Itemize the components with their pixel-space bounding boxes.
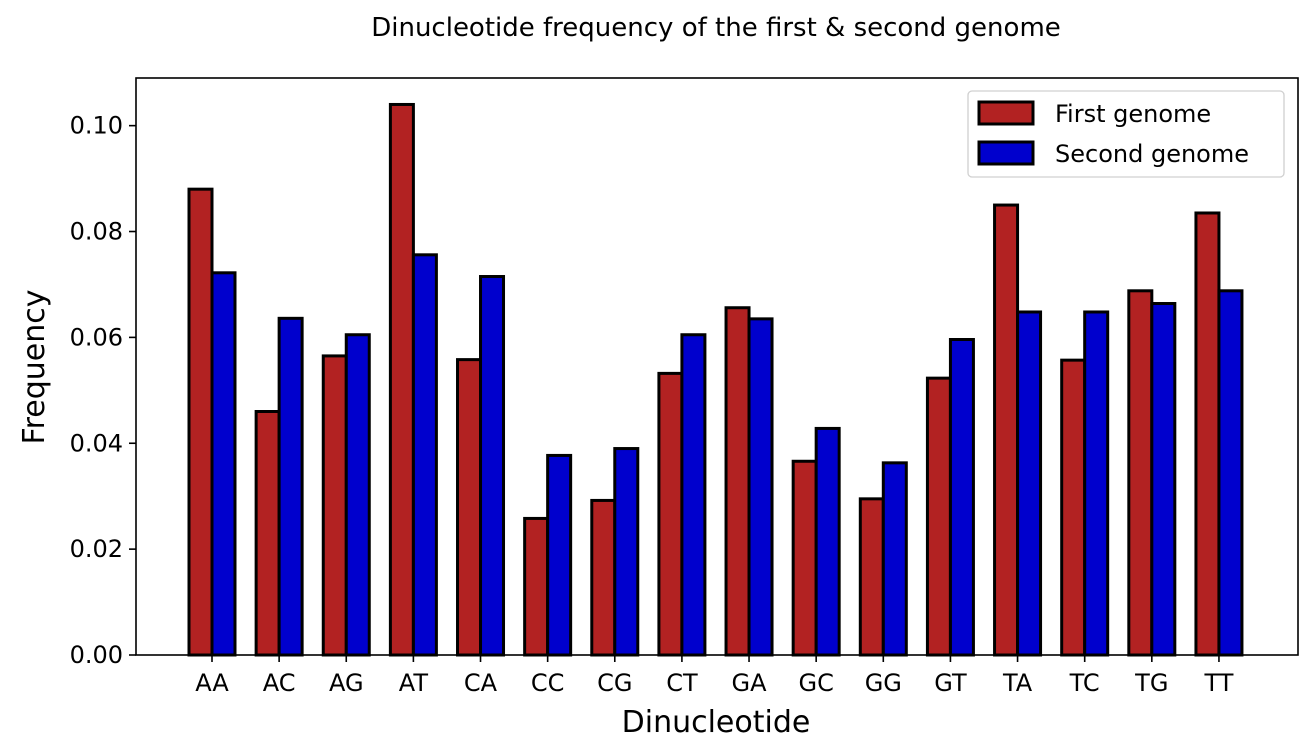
- bar-first-ta: [993, 203, 1020, 657]
- y-tick-label: 0.10: [70, 112, 123, 140]
- bar-second-ct: [680, 333, 707, 657]
- bar-first-ct: [657, 371, 684, 657]
- x-tick-label: AA: [195, 669, 229, 697]
- bar-first-ga: [724, 306, 751, 657]
- x-tick-label: CA: [464, 669, 498, 697]
- x-tick-label: GC: [798, 669, 833, 697]
- bar-second-ta: [1016, 310, 1043, 657]
- y-tick-label: 0.02: [70, 535, 123, 563]
- legend-label-second: Second genome: [1055, 140, 1249, 168]
- bar-second-gg: [881, 461, 908, 657]
- y-tick-label: 0.04: [70, 429, 123, 457]
- bar-first-aa: [187, 187, 214, 657]
- bar-second-tg: [1150, 302, 1177, 657]
- chart-title: Dinucleotide frequency of the first & se…: [371, 13, 1061, 43]
- x-tick-label: GT: [934, 669, 967, 697]
- legend-label-first: First genome: [1055, 100, 1211, 128]
- legend-box: [967, 90, 1285, 178]
- bar-first-gt: [925, 376, 952, 657]
- bar-first-cc: [523, 516, 550, 657]
- x-tick-label: CG: [597, 669, 632, 697]
- bar-second-ga: [747, 317, 774, 657]
- x-tick-label: TA: [1002, 669, 1033, 697]
- bar-first-ca: [456, 358, 483, 657]
- bar-first-gg: [858, 497, 885, 657]
- legend-swatch-second: [977, 140, 1035, 166]
- y-tick-label: 0.08: [70, 218, 123, 246]
- bar-second-gt: [948, 338, 975, 657]
- x-tick-label: CC: [531, 669, 565, 697]
- bar-second-at: [411, 253, 438, 657]
- bar-second-gc: [814, 426, 841, 657]
- legend: First genome Second genome: [967, 90, 1285, 178]
- y-axis-label: Frequency: [17, 290, 52, 445]
- x-tick-label: TT: [1203, 669, 1233, 697]
- legend-swatch-first: [977, 100, 1035, 126]
- bar-second-cg: [613, 447, 640, 657]
- plot-frame: [135, 77, 1299, 656]
- bar-second-ac: [277, 316, 304, 657]
- x-axis-label: Dinucleotide: [622, 705, 811, 740]
- bar-first-tc: [1060, 358, 1087, 657]
- bar-second-tc: [1083, 310, 1110, 657]
- x-tick-label: CT: [666, 669, 698, 697]
- x-axis: AA AC AG AT CA CC CG CT GA GC GG GT TA TC TG TT: [195, 655, 1234, 697]
- bar-second-tt: [1217, 289, 1244, 657]
- bar-first-tg: [1127, 289, 1154, 657]
- bar-first-cg: [590, 498, 617, 657]
- bar-second-ag: [344, 333, 371, 657]
- x-tick-label: GA: [732, 669, 768, 697]
- bar-first-gc: [791, 459, 818, 657]
- bar-first-ac: [254, 410, 281, 657]
- x-tick-label: TC: [1069, 669, 1100, 697]
- bar-second-ca: [479, 275, 506, 657]
- bar-first-tt: [1194, 211, 1221, 657]
- x-tick-label: AC: [263, 669, 296, 697]
- y-tick-label: 0.06: [70, 323, 123, 351]
- bars-layer: [187, 102, 1244, 657]
- x-tick-label: AG: [329, 669, 364, 697]
- y-axis: 0.00 0.02 0.04 0.06 0.08 0.10: [70, 112, 136, 669]
- bar-first-ag: [321, 354, 348, 657]
- bar-second-cc: [546, 453, 573, 657]
- y-tick-label: 0.00: [70, 641, 123, 669]
- x-tick-label: GG: [865, 669, 902, 697]
- x-tick-label: AT: [399, 669, 429, 697]
- bar-first-at: [388, 102, 415, 657]
- bar-second-aa: [210, 271, 237, 657]
- x-tick-label: TG: [1134, 669, 1168, 697]
